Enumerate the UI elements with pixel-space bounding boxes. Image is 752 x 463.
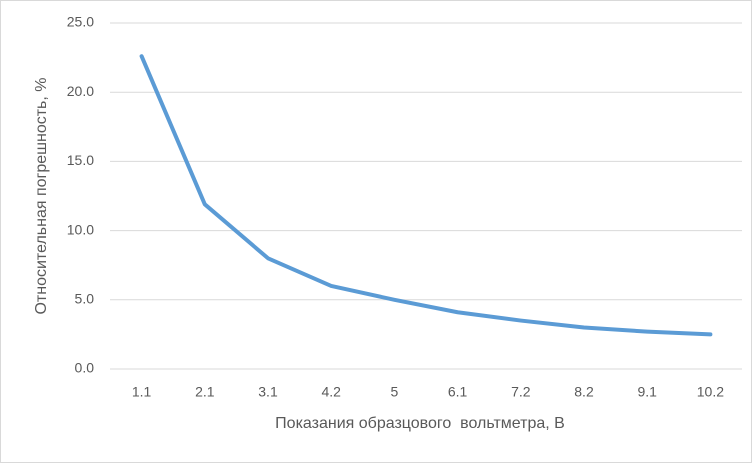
x-tick-label: 5 xyxy=(391,384,399,400)
x-tick-label: 8.2 xyxy=(574,384,594,400)
y-tick-label: 20.0 xyxy=(67,83,94,99)
y-tick-label: 25.0 xyxy=(67,14,94,30)
y-tick-label: 5.0 xyxy=(75,291,95,307)
x-tick-label: 2.1 xyxy=(195,384,215,400)
x-tick-label: 4.2 xyxy=(321,384,341,400)
x-tick-label: 3.1 xyxy=(258,384,278,400)
y-tick-label: 0.0 xyxy=(75,360,95,376)
x-tick-label: 6.1 xyxy=(448,384,468,400)
y-tick-label: 15.0 xyxy=(67,152,94,168)
y-axis-label: Относительная погрешность, % xyxy=(33,77,50,314)
x-tick-label: 10.2 xyxy=(697,384,724,400)
x-tick-label: 7.2 xyxy=(511,384,531,400)
x-tick-label: 1.1 xyxy=(132,384,152,400)
x-axis-label: Показания образцового вольтметра, В xyxy=(275,415,565,432)
data-line xyxy=(139,54,713,337)
y-tick-label: 10.0 xyxy=(67,221,94,237)
x-tick-label: 9.1 xyxy=(637,384,657,400)
